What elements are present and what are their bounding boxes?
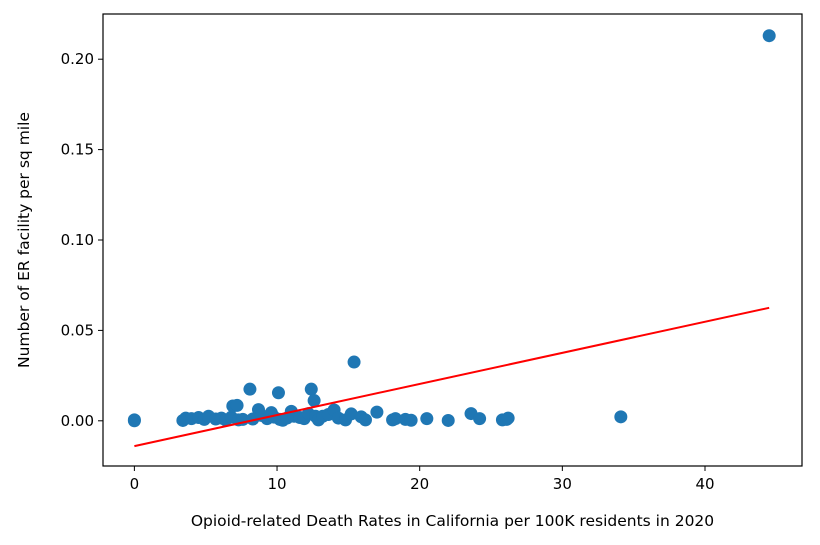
x-tick-label: 0 [130,475,140,493]
trendline-layer [134,306,770,448]
trendline [134,306,770,448]
x-tick-label: 10 [267,475,286,493]
y-tick-label: 0.00 [61,412,94,430]
y-tick-label: 0.15 [61,141,94,159]
data-point [614,410,628,424]
data-point [243,382,257,396]
y-tick-label: 0.10 [61,231,94,249]
y-tick-label: 0.05 [61,321,94,339]
x-tick-label: 40 [695,475,714,493]
data-point [420,412,434,426]
data-point [404,413,418,427]
x-tick-label: 30 [553,475,572,493]
data-point [473,412,487,426]
data-point [388,412,402,426]
data-point [441,413,455,427]
data-point [307,394,321,408]
y-tick-label: 0.20 [61,50,94,68]
x-tick-label: 20 [410,475,429,493]
data-point [304,382,318,396]
x-axis-label: Opioid-related Death Rates in California… [191,512,714,530]
data-point [230,398,244,412]
data-point [501,411,515,425]
data-point [344,407,358,421]
data-point [358,413,372,427]
axes: 0 10 20 30 40 0.00 0.05 0.10 0.15 0.20 [61,13,803,493]
data-point [370,405,384,419]
data-points [127,29,776,428]
data-point [271,386,285,400]
data-point [347,355,361,369]
data-point [127,414,141,428]
y-axis-label: Number of ER facility per sq mile [15,112,33,368]
data-point [762,29,776,43]
